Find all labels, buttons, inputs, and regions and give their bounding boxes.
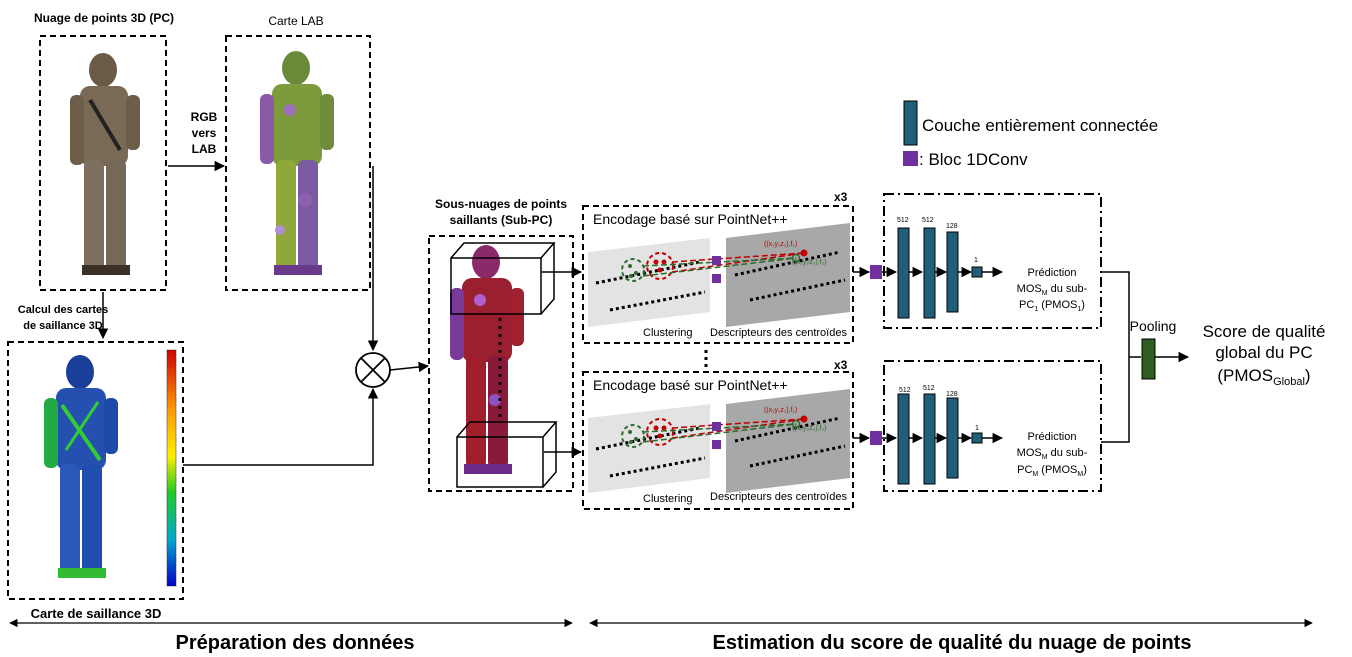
clustering-label-top: Clustering: [643, 327, 693, 339]
cluster-red-top: [646, 252, 674, 280]
fc-1-top: 1: [974, 257, 978, 264]
subpc-box: [428, 235, 574, 492]
descriptor-plane-top: [726, 223, 850, 327]
pred1-line1: Prédiction: [1028, 267, 1077, 279]
conv-block-bottom-2: [712, 440, 721, 449]
pooling-layer: [1141, 338, 1156, 380]
coord1-bottom: ((x₁y₁z₁),f₁): [764, 407, 797, 414]
multiply-icon: [355, 352, 391, 388]
rgb-label-1: RGB: [191, 110, 218, 124]
cluster-green-top: [621, 258, 645, 282]
pred1-line2: MOSM du sub-: [1017, 283, 1088, 297]
clustering-plane-bottom: [588, 404, 710, 493]
merge-bracket: [1101, 271, 1130, 443]
fc-layer-1-top: [971, 266, 983, 278]
conv-block-fc-top: [870, 265, 882, 279]
fc-layer-512b-top: [923, 227, 936, 319]
fc-512a-bottom: 512: [899, 387, 911, 394]
score-line3: (PMOSGlobal): [1217, 366, 1310, 388]
pooling-label: Pooling: [1130, 318, 1177, 334]
encoding-box-bottom: [582, 371, 854, 510]
fc-1-bottom: 1: [975, 425, 979, 432]
fc-layer-512a-bottom: [897, 393, 910, 485]
arrow-saliency-to-mult: [183, 387, 379, 466]
fc-layer-512a-top: [897, 227, 910, 319]
pred2-line3: PCM (PMOSM): [1017, 464, 1087, 478]
fc-layer-512b-bottom: [923, 393, 936, 485]
saliency-map-image: [44, 355, 118, 578]
x3-top: x3: [834, 190, 848, 204]
saliency-map-box: [7, 341, 184, 600]
conv-block-bottom-1: [712, 422, 721, 431]
pred2-line2: MOSM du sub-: [1017, 447, 1088, 461]
fc-128-bottom: 128: [946, 391, 958, 398]
clustering-plane-top: [588, 238, 710, 327]
legend-fc-icon: [903, 100, 918, 146]
rgb-label-3: LAB: [192, 142, 217, 156]
legend-conv-icon: [903, 151, 918, 166]
encoding-title-top: Encodage basé sur PointNet++: [593, 211, 788, 227]
clustering-label-bottom: Clustering: [643, 493, 693, 505]
soldier-pc-image: [70, 53, 140, 275]
pred2-line1: Prédiction: [1028, 431, 1077, 443]
fc-128-top: 128: [946, 223, 958, 230]
encoding-box-top: [582, 205, 854, 344]
x3-bottom: x3: [834, 358, 848, 372]
conv-block-top-1: [712, 256, 721, 265]
score-line1: Score de qualité: [1203, 322, 1326, 341]
encoding-title-bottom: Encodage basé sur PointNet++: [593, 377, 788, 393]
pc-box: [39, 35, 167, 291]
section-left-title: Préparation des données: [176, 632, 415, 654]
rgb-label-2: vers: [192, 126, 217, 140]
lab-map-box: [225, 35, 371, 291]
fc-layer-1-bottom: [971, 432, 983, 444]
subpc-image: [450, 245, 524, 474]
conv-block-top-2: [712, 274, 721, 283]
fc-layer-128-top: [946, 231, 959, 313]
descriptor-plane-bottom: [726, 389, 850, 493]
fc-512b-top: 512: [922, 217, 934, 224]
cluster-green-bottom: [621, 424, 645, 448]
pc-title: Nuage de points 3D (PC): [34, 11, 174, 25]
subpc-cube-bottom: [456, 421, 558, 488]
fc-512a-top: 512: [897, 217, 909, 224]
conv-block-fc-bottom: [870, 431, 882, 445]
coord1-top: ((x₁y₁z₁),f₁): [764, 241, 797, 248]
section-right-title: Estimation du score de qualité du nuage …: [713, 632, 1192, 654]
descriptors-label-top: Descripteurs des centroïdes: [710, 327, 847, 339]
subpc-title-1: Sous-nuages de points: [435, 197, 567, 211]
saliency-map-title: Carte de saillance 3D: [31, 606, 162, 621]
lab-map-title: Carte LAB: [268, 14, 323, 28]
saliency-calc-label-2: de saillance 3D: [23, 320, 103, 332]
descriptors-label-bottom: Descripteurs des centroïdes: [710, 491, 847, 503]
fc-512b-bottom: 512: [923, 385, 935, 392]
lab-map-image: [260, 51, 334, 275]
pred1-line3: PC1 (PMOS1): [1019, 299, 1085, 313]
subpc-title-2: saillants (Sub-PC): [450, 213, 553, 227]
coord2-bottom: ((x₂y₂z₂),f₂): [792, 425, 827, 432]
cluster-red-bottom: [646, 418, 674, 446]
legend-fc-label: Couche entièrement connectée: [922, 116, 1158, 135]
subpc-cube-top: [450, 242, 556, 315]
coord2-top: ((x₂y₂z₂),f₂): [792, 259, 827, 266]
legend-conv-label: : Bloc 1DConv: [919, 150, 1028, 169]
score-line2: global du PC: [1215, 343, 1312, 362]
arrow-mult-to-subpc: [389, 361, 430, 373]
fc-layer-128-bottom: [946, 397, 959, 479]
fc-box-top: [883, 193, 1102, 329]
saliency-colorbar: [166, 349, 177, 587]
fc-box-bottom: [883, 360, 1102, 492]
saliency-calc-label-1: Calcul des cartes: [18, 304, 109, 316]
